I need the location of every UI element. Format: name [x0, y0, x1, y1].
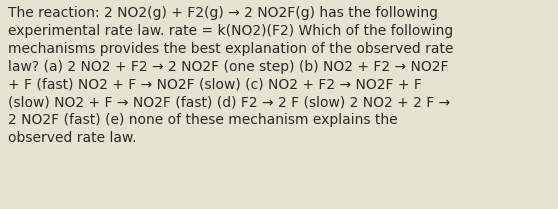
Text: The reaction: 2 NO2(g) + F2(g) → 2 NO2F(g) has the following
experimental rate l: The reaction: 2 NO2(g) + F2(g) → 2 NO2F(…: [8, 6, 454, 145]
